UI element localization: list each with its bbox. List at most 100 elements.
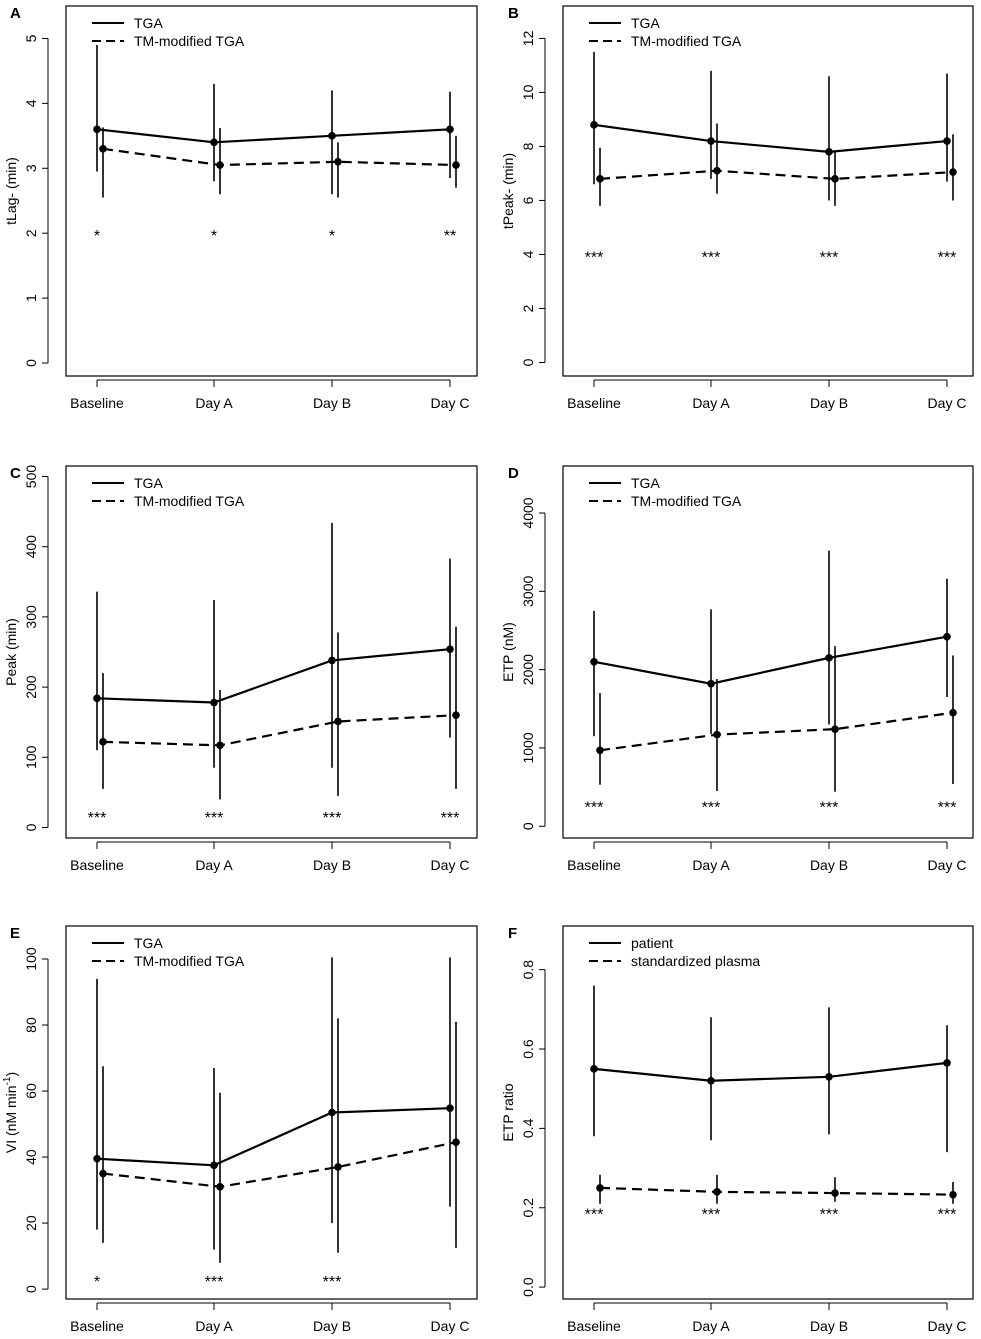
x-tick-label: Day B [313,857,351,873]
significance-marker: * [211,228,217,245]
significance-marker: *** [702,1207,721,1224]
data-point [99,145,107,153]
data-point [334,157,342,166]
y-axis-title-close: ) [3,1072,19,1077]
data-point [328,656,336,665]
significance-marker: *** [205,810,224,827]
data-point [596,1184,604,1192]
y-tick-label: 0.6 [520,1039,536,1059]
data-point [949,1190,957,1199]
series-line-dashed [102,714,457,747]
y-tick-label: 4 [520,250,536,258]
x-tick-label: Day A [195,857,233,873]
y-tick-label: 0.8 [520,960,536,980]
x-tick-label: Day C [928,857,967,873]
y-axis-title: ETP ratio [500,1083,516,1141]
x-tick-label: Baseline [70,1318,124,1334]
data-point [949,168,957,176]
series-line-solid [96,1107,451,1167]
legend-label: TGA [631,475,660,491]
y-tick-label: 2000 [520,654,536,685]
significance-marker: *** [702,249,721,266]
series-line-solid [593,635,948,685]
y-tick-label: 0.4 [520,1118,536,1138]
data-point [831,1189,839,1197]
x-tick-label: Day C [431,857,470,873]
legend-label: TM-modified TGA [631,493,742,509]
data-point [949,708,957,717]
series-line-dashed [599,1186,954,1196]
y-axis-title: VI (nM min-1) [2,1072,19,1153]
x-tick-label: Day A [195,395,233,411]
data-point [210,138,218,147]
y-tick-label: 0 [520,822,536,830]
legend-label: TM-modified TGA [134,953,245,969]
x-tick-label: Day B [810,1318,848,1334]
y-tick-label: 5 [23,34,39,42]
data-point [210,698,218,707]
panel-label: B [508,5,519,22]
y-tick-label: 2 [23,229,39,237]
y-tick-label: 300 [23,605,39,629]
data-point [93,694,101,703]
panel-label: E [10,925,20,942]
x-tick-label: Day A [692,857,730,873]
y-tick-label: 12 [520,30,536,46]
x-tick-label: Day C [431,1318,470,1334]
plot-frame [562,5,974,377]
significance-marker: *** [441,810,460,827]
significance-marker: *** [938,799,957,816]
x-tick-label: Day A [692,1318,730,1334]
panel-label: C [10,465,21,482]
significance-marker: *** [585,249,604,266]
x-tick-label: Day A [692,395,730,411]
data-point [707,1076,715,1085]
plot-frame [65,465,478,839]
data-point [328,1108,336,1117]
significance-marker: *** [820,799,839,816]
y-axis-title: tPeak- (min) [500,153,516,229]
significance-marker: * [94,1274,100,1291]
panel-label: A [10,5,21,22]
data-point [590,1065,598,1073]
data-point [713,166,721,175]
series-line-dashed [102,1141,457,1188]
significance-marker: * [329,228,335,245]
series-line-dashed [102,147,457,167]
significance-marker: *** [820,249,839,266]
panel-label: D [508,465,519,482]
significance-marker: *** [938,249,957,266]
y-tick-label: 100 [23,947,39,971]
significance-marker: *** [88,810,107,827]
data-point [707,679,715,688]
y-tick-label: 1000 [520,732,536,763]
x-tick-label: Baseline [567,857,621,873]
data-point [596,746,604,755]
series-line-dashed [599,711,954,752]
panel-d: D 0 1000 2000 3000 4000 ETP (nM) Baseline Day A D… [500,465,974,873]
y-axis-title: ETP (nM) [500,622,516,682]
y-tick-label: 4 [23,99,39,107]
legend-label: TM-modified TGA [134,33,245,49]
x-tick-label: Day C [928,395,967,411]
data-point [99,1169,107,1178]
x-tick-label: Day B [313,395,351,411]
data-point [216,741,224,750]
series-line-solid [593,123,948,153]
x-tick-label: Day B [810,857,848,873]
panel-label: F [508,925,517,942]
panel-b: B 0 2 4 6 8 10 12 tPeak- (min) Baseline Day A Day B… [500,5,974,411]
data-point [93,1154,101,1163]
y-tick-label: 20 [23,1215,39,1231]
data-point [452,161,460,169]
data-point [452,711,460,719]
plot-frame [562,465,974,839]
y-tick-label: 40 [23,1149,39,1165]
y-axis-title-superscript: -1 [2,1076,13,1085]
legend-label: TM-modified TGA [134,493,245,509]
data-point [831,725,839,733]
data-point [590,121,598,129]
y-axis-title-main: VI (nM min [3,1085,19,1153]
data-point [713,1188,721,1196]
